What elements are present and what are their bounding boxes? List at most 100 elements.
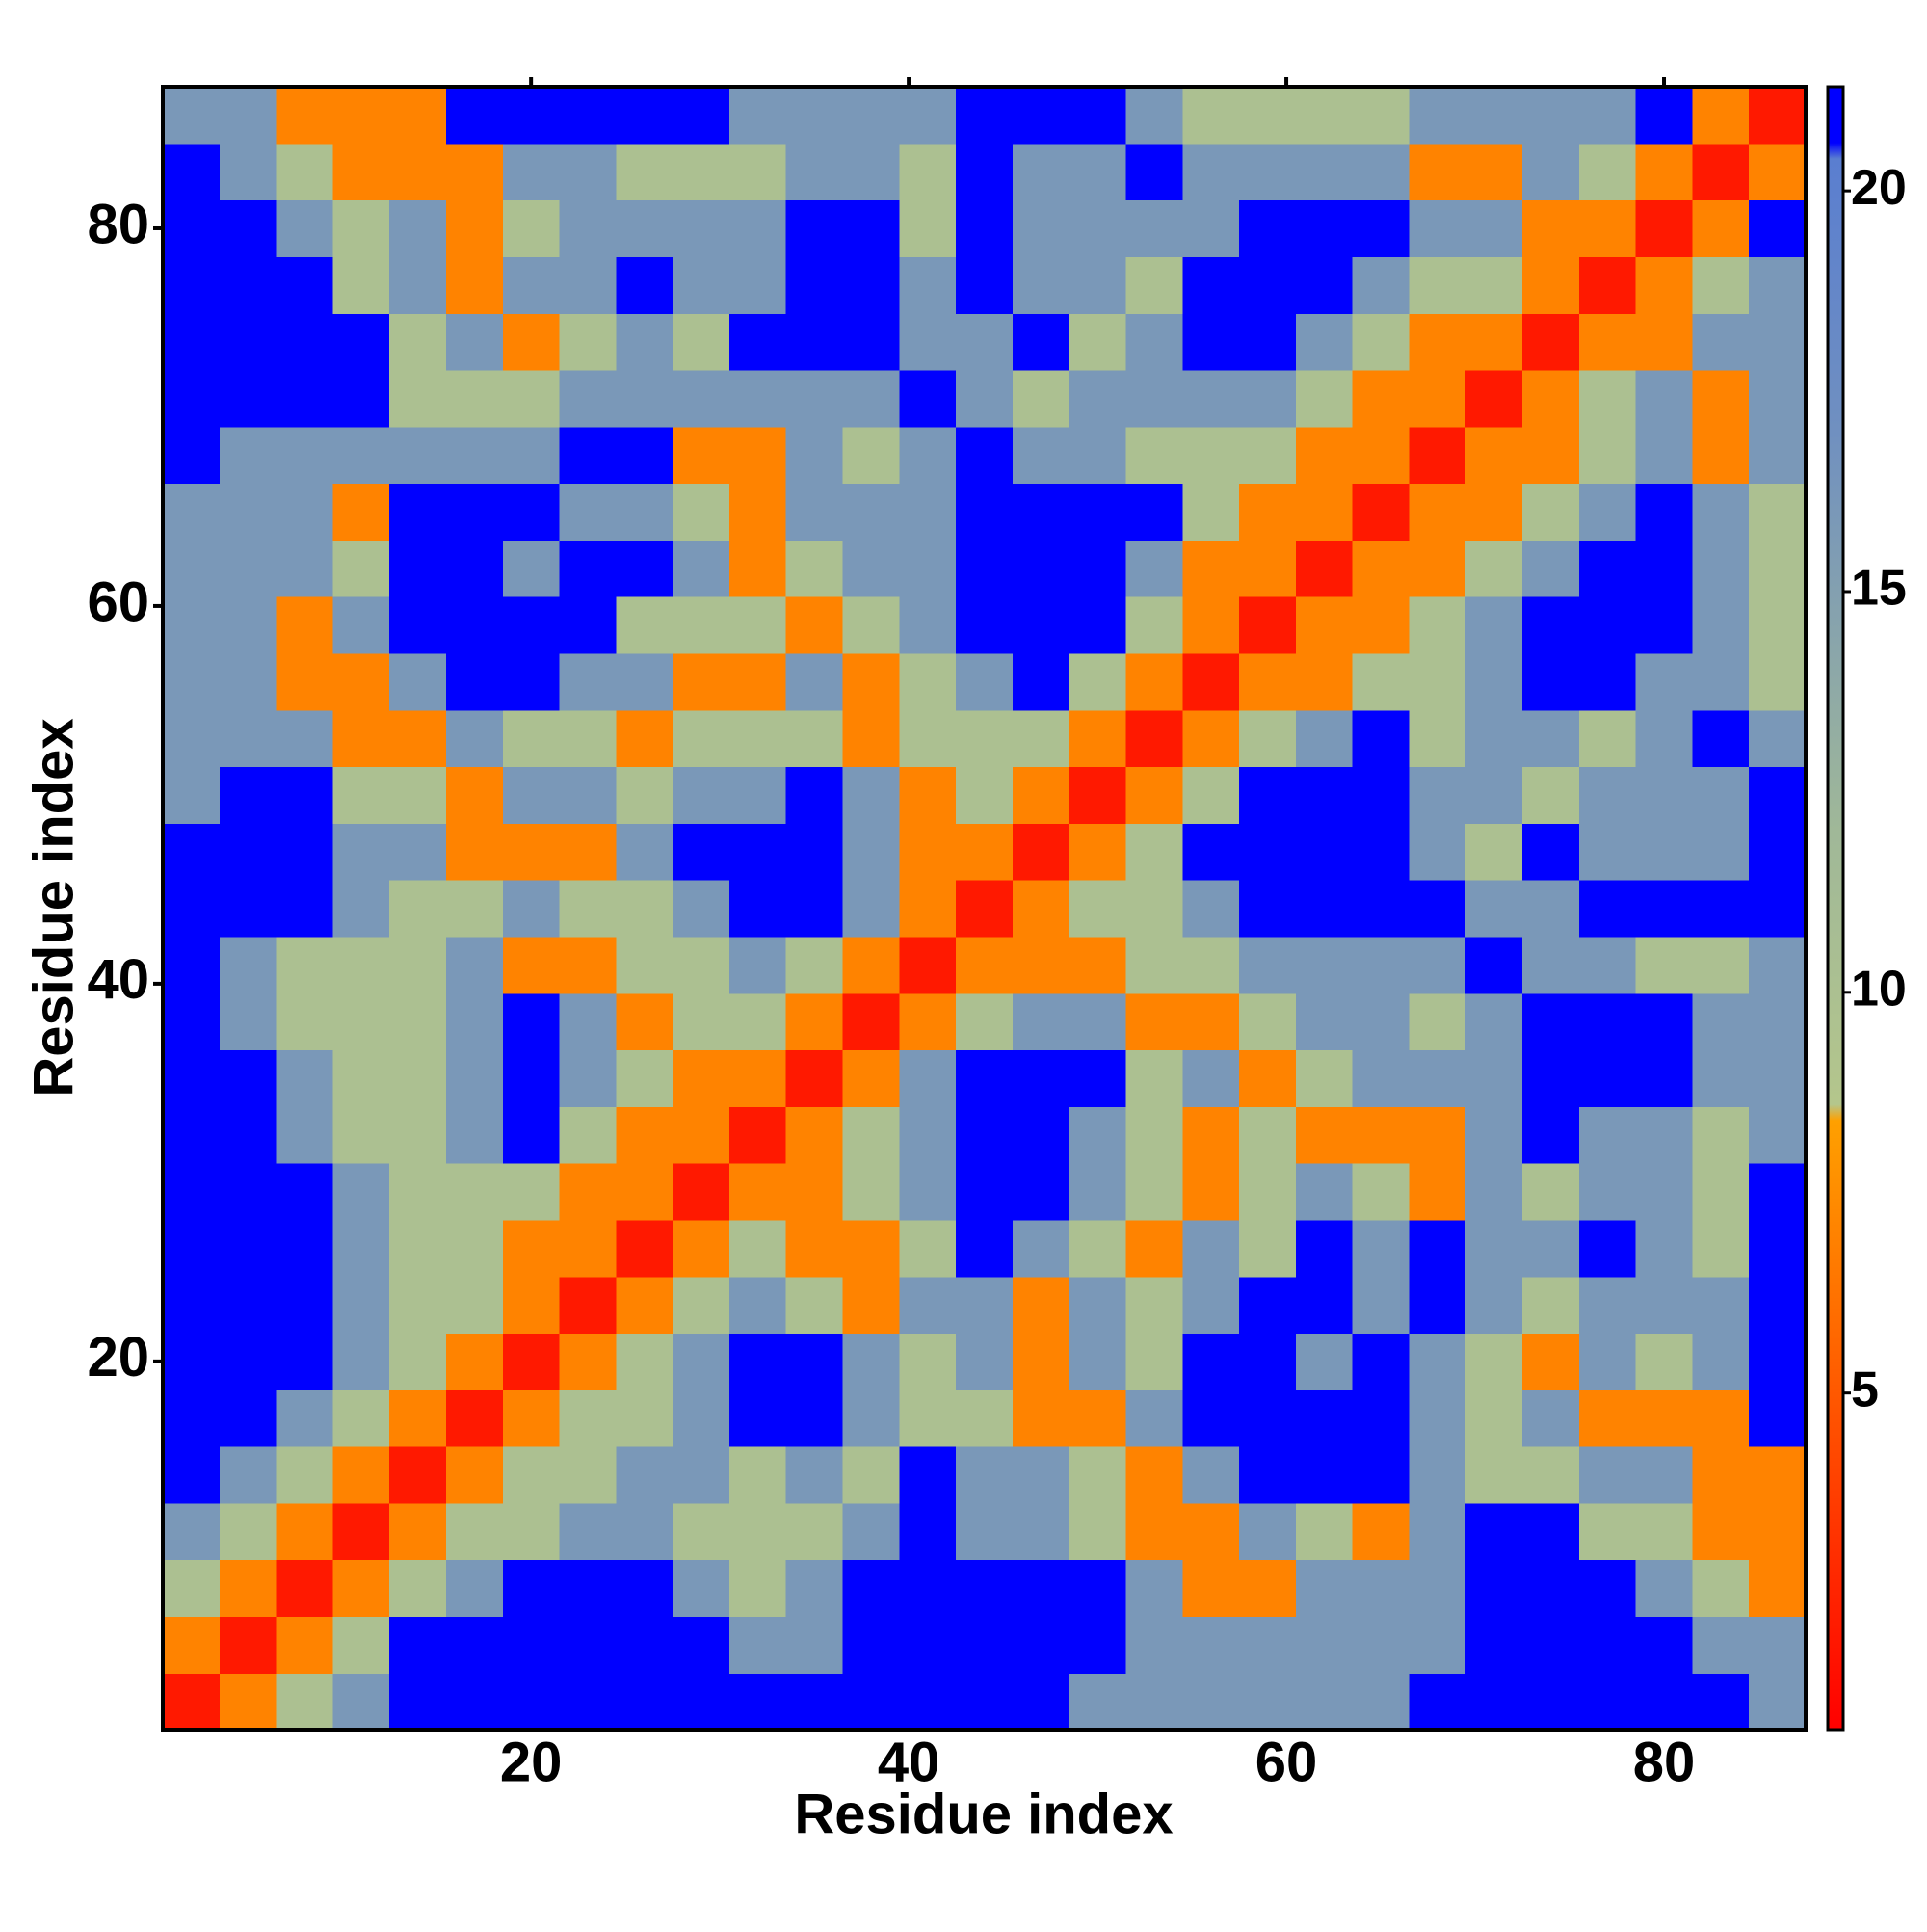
heatmap-cell <box>502 992 561 1051</box>
heatmap-cell <box>1182 1106 1240 1164</box>
heatmap-cell <box>163 143 221 201</box>
heatmap-cell <box>728 143 787 201</box>
heatmap-cell <box>219 1333 277 1390</box>
heatmap-cell <box>389 1502 447 1561</box>
heatmap-cell <box>502 1446 561 1504</box>
heatmap-cell <box>1012 1616 1070 1674</box>
heatmap-cell <box>899 1673 957 1731</box>
heatmap-cell <box>1295 1049 1354 1107</box>
heatmap-cell <box>332 143 390 201</box>
heatmap-cell <box>673 369 730 428</box>
heatmap-cell <box>785 540 844 597</box>
heatmap-cell <box>389 1559 447 1618</box>
heatmap-cell <box>163 1559 221 1618</box>
heatmap-cell <box>1352 1106 1411 1164</box>
heatmap-cell <box>163 313 221 371</box>
heatmap-cell <box>276 596 333 654</box>
heatmap-cell <box>1749 426 1807 485</box>
heatmap-cell <box>899 426 957 485</box>
heatmap-cell <box>1012 1333 1070 1390</box>
heatmap-cell <box>1465 143 1523 201</box>
heatmap-cell <box>1239 1106 1297 1164</box>
heatmap-cell <box>956 313 1014 371</box>
heatmap-cell <box>1239 652 1297 711</box>
heatmap-cell <box>1352 1559 1411 1618</box>
heatmap-cell <box>1522 1616 1580 1674</box>
heatmap-cell <box>1352 992 1411 1051</box>
heatmap-cell <box>785 313 844 371</box>
heatmap-cell <box>1635 766 1694 824</box>
heatmap-cell <box>1578 1049 1637 1107</box>
heatmap-cell <box>163 369 221 428</box>
heatmap-cell <box>1465 1673 1523 1731</box>
heatmap-cell <box>1409 1389 1466 1447</box>
heatmap-cell <box>219 880 277 938</box>
heatmap-cell <box>1522 709 1580 768</box>
heatmap-cell <box>1409 1276 1466 1335</box>
heatmap-cell <box>1635 1446 1694 1504</box>
heatmap-cell <box>1182 1673 1240 1731</box>
heatmap-cell <box>1522 1389 1580 1447</box>
heatmap-cell <box>1352 1616 1411 1674</box>
heatmap-cell <box>1409 1616 1466 1674</box>
heatmap-cell <box>956 1219 1014 1278</box>
heatmap-cell <box>1522 880 1580 938</box>
heatmap-cell <box>163 199 221 257</box>
heatmap-cell <box>842 1446 900 1504</box>
heatmap-cell <box>389 1673 447 1731</box>
heatmap-cell <box>332 652 390 711</box>
heatmap-cell <box>616 709 673 768</box>
heatmap-cell <box>616 823 673 881</box>
heatmap-cell <box>276 426 333 485</box>
heatmap-cell <box>673 1333 730 1390</box>
heatmap-cell <box>1069 483 1127 541</box>
heatmap-cell <box>445 1673 504 1731</box>
heatmap-cell <box>1295 880 1354 938</box>
heatmap-cell <box>1465 483 1523 541</box>
heatmap-cell <box>332 1673 390 1731</box>
heatmap-cell <box>899 1389 957 1447</box>
heatmap-cell <box>728 652 787 711</box>
heatmap-cell <box>389 766 447 824</box>
heatmap-cell <box>1352 709 1411 768</box>
heatmap-cell <box>1409 426 1466 485</box>
heatmap-cell <box>1465 87 1523 145</box>
heatmap-cell <box>956 87 1014 145</box>
heatmap-cell <box>1239 483 1297 541</box>
heatmap-cell <box>1352 596 1411 654</box>
heatmap-cell <box>445 992 504 1051</box>
heatmap-cell <box>1239 1446 1297 1504</box>
heatmap-cell <box>1012 199 1070 257</box>
heatmap-cell <box>1409 1219 1466 1278</box>
heatmap-cell <box>616 369 673 428</box>
heatmap-cell <box>1182 1502 1240 1561</box>
heatmap-cell <box>956 936 1014 994</box>
heatmap-cell <box>559 1446 617 1504</box>
heatmap-cell <box>616 426 673 485</box>
heatmap-cell <box>616 936 673 994</box>
heatmap-cell <box>728 880 787 938</box>
heatmap-cell <box>219 1616 277 1674</box>
heatmap-cell <box>445 1616 504 1674</box>
heatmap-cell <box>785 1219 844 1278</box>
heatmap-cell <box>673 1559 730 1618</box>
heatmap-cell <box>616 87 673 145</box>
heatmap-cell <box>502 256 561 314</box>
heatmap-cell <box>1692 313 1750 371</box>
heatmap-cell <box>502 1163 561 1221</box>
heatmap-cell <box>1125 1163 1183 1221</box>
heatmap-cell <box>842 652 900 711</box>
heatmap-cell <box>1239 1559 1297 1618</box>
heatmap-cell <box>673 1673 730 1731</box>
heatmap-cell <box>389 256 447 314</box>
heatmap-cell <box>1465 1163 1523 1221</box>
heatmap-cell <box>1578 1446 1637 1504</box>
heatmap-cell <box>389 1333 447 1390</box>
heatmap-cell <box>1012 540 1070 597</box>
heatmap-cell <box>445 1276 504 1335</box>
heatmap-cell <box>1182 483 1240 541</box>
heatmap-cell <box>899 766 957 824</box>
heatmap-cell <box>559 426 617 485</box>
axes: 20 40 60 80 20 40 60 80 5 10 15 20 <box>87 77 1907 1793</box>
